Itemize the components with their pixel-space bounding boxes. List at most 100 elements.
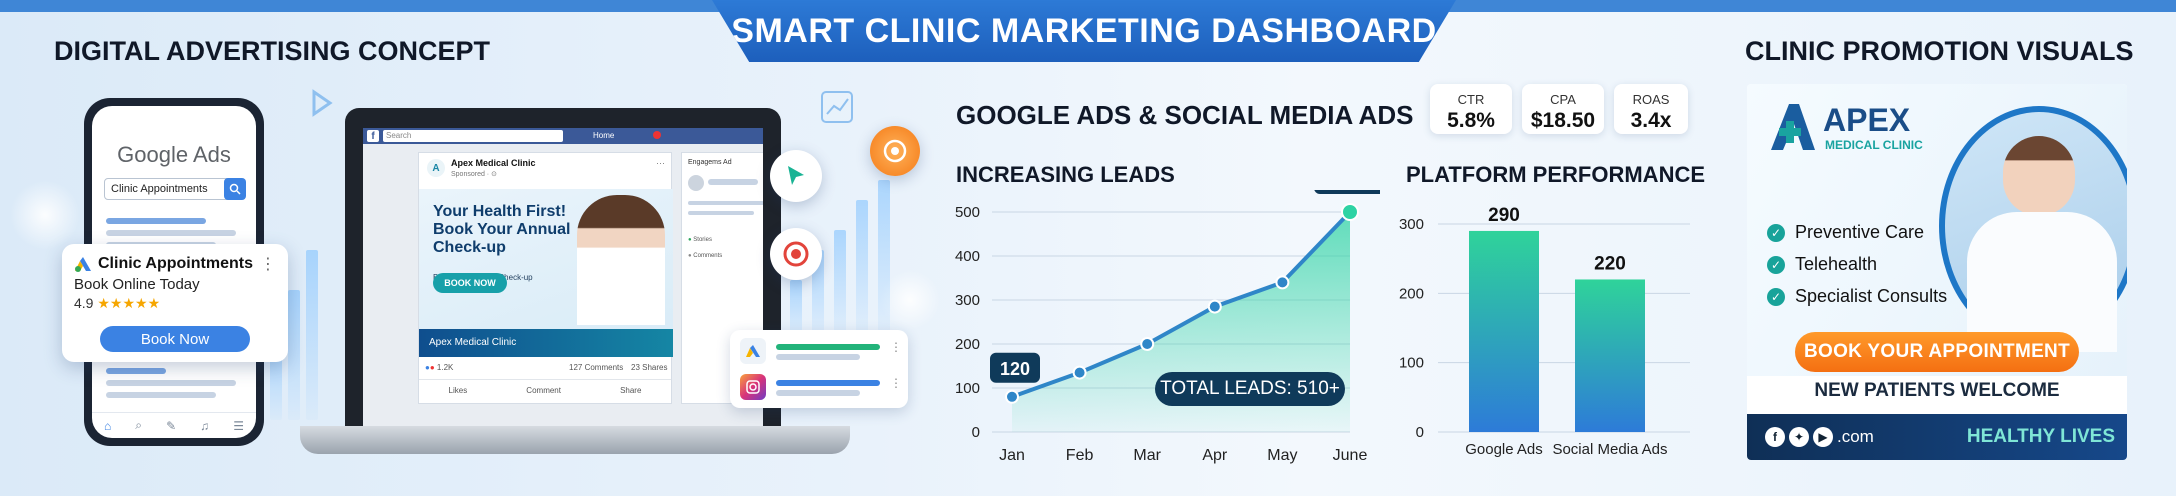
end-label-box — [1314, 190, 1380, 194]
book-appointment-button[interactable]: BOOK YOUR APPOINTMENT — [1795, 332, 2079, 372]
post-actions: Likes Comment Share — [419, 379, 671, 401]
doctor-portrait — [1939, 106, 2127, 352]
ad-platform-card: ⋮ ⋮ — [730, 330, 908, 408]
x-tick-label: Mar — [1133, 447, 1161, 464]
y-tick-label: 300 — [1399, 216, 1424, 233]
bar — [1469, 230, 1539, 432]
data-point — [1275, 275, 1290, 290]
star-rating-icon: ★★★★★ — [97, 295, 161, 311]
service-item: ✓ Telehealth — [1767, 254, 1877, 275]
book-now-button[interactable]: BOOK NOW — [433, 273, 507, 293]
search-icon[interactable]: ⌕ — [135, 418, 143, 432]
laptop: f Search Home A Apex Medical Clinic Spon… — [345, 108, 781, 426]
avatar — [688, 175, 704, 191]
bell-icon[interactable]: ♫ — [200, 418, 210, 433]
facebook-ad-post[interactable]: A Apex Medical Clinic Sponsored · ⊙ ··· … — [418, 152, 673, 404]
side-item-comments[interactable]: ● Comments — [688, 253, 723, 259]
ad-card-subtitle: Book Online Today — [74, 276, 200, 293]
decorative-bars — [790, 170, 920, 340]
home-icon[interactable]: ⌂ — [104, 418, 112, 433]
side-panel-title: Engagems Ad — [688, 159, 732, 166]
google-ads-icon — [740, 338, 766, 364]
dashboard-banner: SMART CLINIC MARKETING DASHBOARD — [712, 0, 1456, 62]
more-options-icon[interactable]: ··· — [656, 158, 665, 168]
laptop-screen: f Search Home A Apex Medical Clinic Spon… — [363, 128, 763, 426]
placeholder-line — [688, 201, 763, 205]
bar — [1575, 279, 1645, 432]
x-tick-label: Social Media Ads — [1552, 441, 1667, 458]
metric-card-roas: ROAS 3.4x — [1614, 84, 1688, 134]
nav-home[interactable]: Home — [593, 131, 615, 140]
x-tick-label: Google Ads — [1465, 441, 1543, 458]
brand-name: APEX — [1823, 102, 1911, 138]
facebook-icon[interactable]: f — [1765, 427, 1785, 447]
y-tick-label: 100 — [955, 380, 980, 397]
side-item-stories[interactable]: ● Stories — [688, 237, 712, 243]
post-page-name[interactable]: Apex Medical Clinic — [451, 158, 536, 168]
y-tick-label: 200 — [955, 336, 980, 353]
twitter-icon[interactable]: ✦ — [1789, 427, 1809, 447]
data-point — [1005, 389, 1019, 404]
y-tick-label: 400 — [955, 248, 980, 265]
metric-label: CTR — [1457, 92, 1485, 107]
share-button[interactable]: Share — [620, 386, 642, 395]
book-now-button[interactable]: Book Now — [100, 326, 250, 352]
ad-footer: Apex Medical Clinic — [419, 329, 673, 357]
metric-value: 3.4x — [1630, 109, 1672, 132]
laptop-base — [300, 426, 850, 454]
leads-chart-title: INCREASING LEADS — [956, 162, 1175, 187]
metric-label: CPA — [1550, 92, 1576, 107]
platform-bar-chart: 0 100 200 300 290 Google Ads 220 Social Media A… — [1399, 205, 1690, 458]
menu-icon[interactable]: ☰ — [233, 418, 244, 433]
more-options-icon[interactable]: ⋮ — [260, 256, 276, 273]
platform-chart-title: PLATFORM PERFORMANCE — [1406, 162, 1706, 187]
apex-logo-icon — [1765, 100, 1819, 154]
start-label-box — [990, 352, 1040, 383]
placeholder-line — [106, 380, 236, 386]
y-tick-label: 0 — [1416, 424, 1424, 441]
promo-footer: f ✦ ▶ .com HEALTHY LIVES — [1747, 414, 2127, 460]
check-icon: ✓ — [1767, 255, 1785, 274]
promo-tagline: NEW PATIENTS WELCOME — [1814, 380, 2060, 401]
ad-result-card[interactable]: Clinic Appointments ⋮ Book Online Today … — [62, 244, 288, 362]
ad-card-title: Clinic Appointments — [98, 255, 253, 272]
search-input[interactable]: Search — [383, 130, 563, 142]
metric-value: 5.8% — [1447, 109, 1495, 132]
x-tick-label: Feb — [1066, 447, 1094, 464]
leads-line-chart: 0 100 200 300 400 500 Jan Feb Mar Apr May June 120 51… — [955, 190, 1380, 464]
share-count: 23 Shares — [631, 363, 668, 372]
clinic-logo-icon: A — [427, 159, 445, 177]
youtube-icon[interactable]: ▶ — [1813, 427, 1833, 447]
promo-visual: APEX MEDICAL CLINIC ✓ Preventive Care ✓ Te… — [1747, 84, 2127, 460]
placeholder-line — [688, 211, 754, 215]
metric-card-cpa: CPA $18.50 — [1522, 84, 1604, 134]
x-tick-label: June — [1333, 447, 1368, 464]
ad-rating: 4.9 — [74, 295, 94, 311]
more-options-icon[interactable]: ⋮ — [890, 340, 902, 354]
like-button[interactable]: Likes — [448, 386, 468, 395]
edit-icon[interactable]: ✎ — [166, 418, 177, 433]
glow-effect — [880, 270, 940, 330]
start-label: 120 — [1000, 359, 1030, 379]
bar-data-label: 220 — [1594, 253, 1626, 274]
comment-button[interactable]: Comment — [526, 386, 561, 395]
search-input[interactable]: Clinic Appointments — [104, 178, 244, 200]
facebook-icon[interactable]: f — [367, 130, 379, 142]
cursor-click-icon — [770, 150, 822, 202]
doctor-coat — [1967, 212, 2117, 352]
more-options-icon[interactable]: ⋮ — [890, 376, 902, 390]
comment-count: 127 Comments — [569, 363, 624, 372]
ad-headline: Your Health First! Book Your Annual Chec… — [433, 203, 571, 256]
data-point — [1341, 203, 1359, 221]
bar-data-label: 290 — [1488, 205, 1520, 226]
website-domain[interactable]: .com — [1837, 427, 1874, 446]
section-title-ads: GOOGLE ADS & SOCIAL MEDIA ADS — [956, 100, 1414, 130]
facebook-top-bar: f Search Home — [363, 128, 763, 144]
y-tick-label: 500 — [955, 204, 980, 221]
search-icon[interactable] — [224, 178, 246, 200]
check-icon: ✓ — [1767, 287, 1785, 306]
play-icon — [312, 89, 333, 117]
series-line — [1011, 210, 1352, 399]
y-tick-label: 0 — [972, 424, 980, 441]
notification-icon[interactable] — [653, 131, 661, 139]
